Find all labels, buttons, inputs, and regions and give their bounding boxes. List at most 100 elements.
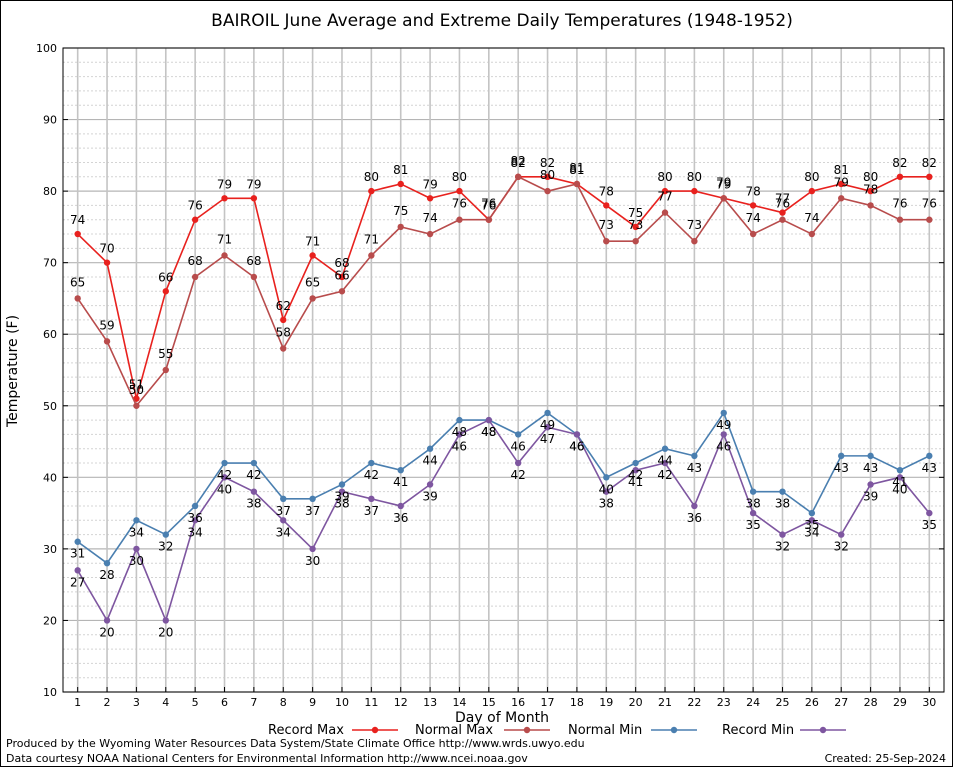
data-label: 79 — [217, 177, 232, 191]
data-label: 42 — [628, 468, 643, 482]
x-axis-label: Day of Month — [455, 710, 549, 726]
data-point — [838, 195, 845, 202]
data-label: 46 — [452, 439, 467, 453]
data-label: 81 — [834, 163, 849, 177]
data-label: 44 — [657, 454, 672, 468]
data-label: 43 — [834, 461, 849, 475]
data-point — [309, 295, 316, 302]
data-label: 39 — [863, 489, 878, 503]
data-label: 46 — [569, 439, 584, 453]
data-point — [162, 366, 169, 374]
data-point — [250, 488, 258, 495]
data-label: 77 — [775, 192, 790, 206]
data-label: 81 — [393, 163, 408, 177]
data-point — [74, 295, 81, 302]
data-point — [896, 173, 904, 180]
data-label: 76 — [892, 197, 907, 211]
data-label: 37 — [364, 504, 379, 518]
data-point — [779, 531, 786, 538]
y-tick-label: 50 — [43, 400, 57, 413]
data-point — [573, 431, 581, 438]
data-point — [221, 474, 228, 481]
data-point — [133, 545, 140, 553]
data-label: 38 — [775, 497, 790, 511]
data-label: 35 — [745, 518, 760, 532]
data-label: 40 — [599, 482, 614, 496]
data-point — [133, 395, 140, 402]
data-label: 38 — [334, 497, 349, 511]
y-tick-label: 80 — [43, 185, 57, 198]
x-tick-label: 20 — [629, 696, 643, 709]
data-point — [838, 531, 845, 538]
legend-marker — [371, 726, 379, 734]
data-label: 46 — [569, 439, 584, 453]
data-label: 32 — [158, 540, 173, 554]
data-label: 73 — [599, 218, 614, 232]
data-point — [191, 517, 199, 524]
data-label: 41 — [393, 475, 408, 489]
legend-item-record-min: Record Min — [722, 723, 846, 738]
data-label: 66 — [158, 270, 173, 284]
data-point — [368, 187, 375, 195]
data-label: 62 — [276, 299, 291, 313]
data-point — [867, 202, 874, 209]
data-label: 80 — [804, 170, 819, 184]
x-tick-label: 28 — [864, 696, 878, 709]
data-point — [426, 195, 434, 202]
data-label: 36 — [393, 511, 408, 525]
x-tick-label: 7 — [250, 696, 257, 709]
data-label: 75 — [393, 204, 408, 218]
data-label: 65 — [305, 275, 320, 289]
data-label: 38 — [599, 497, 614, 511]
data-point — [309, 545, 316, 553]
legend-marker — [819, 726, 827, 734]
data-point — [221, 195, 228, 202]
x-tick-label: 1 — [74, 696, 81, 709]
data-label: 82 — [540, 156, 555, 170]
legend-marker — [670, 726, 678, 734]
data-label: 74 — [422, 211, 437, 225]
x-tick-label: 13 — [423, 696, 437, 709]
data-label: 71 — [364, 233, 379, 247]
x-tick-label: 27 — [834, 696, 848, 709]
data-point — [661, 187, 669, 195]
data-label: 71 — [305, 235, 320, 249]
data-point — [661, 445, 669, 452]
data-label: 55 — [158, 347, 173, 361]
x-tick-label: 29 — [893, 696, 907, 709]
data-label: 81 — [569, 161, 584, 175]
x-tick-label: 8 — [280, 696, 287, 709]
data-point — [779, 209, 786, 216]
footer-created: Created: 25-Sep-2024 — [824, 752, 946, 765]
data-point — [808, 230, 816, 238]
x-tick-label: 6 — [221, 696, 228, 709]
data-point — [74, 538, 81, 545]
data-label: 58 — [276, 326, 291, 340]
data-point — [397, 466, 404, 474]
legend-label: Record Max — [268, 723, 344, 738]
data-point — [397, 502, 404, 510]
x-tick-label: 22 — [687, 696, 701, 709]
data-point — [808, 509, 816, 517]
data-point — [103, 560, 111, 567]
data-point — [896, 466, 904, 474]
data-point — [221, 459, 228, 467]
data-point — [426, 445, 434, 452]
data-label: 77 — [657, 190, 672, 204]
data-point — [808, 517, 816, 524]
data-point — [632, 466, 639, 474]
data-label: 79 — [246, 177, 261, 191]
data-label: 74 — [745, 211, 760, 225]
data-label: 68 — [246, 254, 261, 268]
x-tick-label: 14 — [452, 696, 466, 709]
data-point — [250, 273, 258, 281]
data-label: 76 — [481, 199, 496, 213]
data-label: 49 — [716, 418, 731, 432]
chart-title: BAIROIL June Average and Extreme Daily T… — [211, 11, 793, 31]
data-point — [103, 259, 111, 266]
data-point — [867, 187, 874, 195]
data-label: 42 — [511, 468, 526, 482]
data-label: 40 — [217, 482, 232, 496]
x-tick-label: 23 — [717, 696, 731, 709]
x-tick-label: 3 — [133, 696, 140, 709]
